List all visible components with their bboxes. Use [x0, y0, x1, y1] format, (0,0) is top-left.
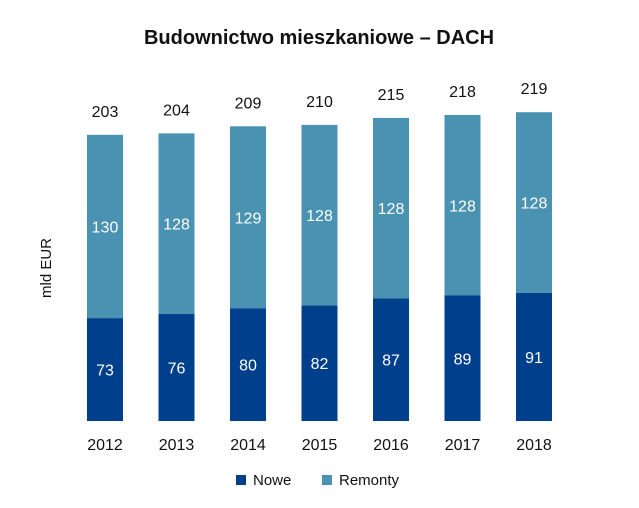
- total-label-2017: 218: [449, 84, 476, 101]
- total-label-2013: 204: [163, 102, 190, 119]
- bar-remonty-2014: [230, 126, 266, 309]
- bar-remonty-2017: [444, 115, 481, 296]
- data-label-nowe-2017: 89: [454, 351, 472, 368]
- bar-nowe-2017: [444, 295, 481, 421]
- data-label-remonty-2016: 128: [378, 201, 405, 218]
- x-tick-2012: 2012: [87, 437, 123, 454]
- total-label-2016: 215: [378, 87, 405, 104]
- bar-nowe-2018: [516, 292, 552, 421]
- data-label-remonty-2013: 128: [163, 217, 190, 234]
- x-tick-2017: 2017: [445, 437, 481, 454]
- total-label-2012: 203: [92, 104, 119, 121]
- bar-remonty-2012: [87, 134, 123, 319]
- data-label-remonty-2018: 128: [521, 195, 548, 212]
- data-label-remonty-2014: 129: [235, 210, 262, 227]
- bar-nowe-2015: [301, 305, 338, 421]
- bar-nowe-2014: [230, 308, 266, 421]
- data-label-nowe-2018: 91: [525, 350, 543, 367]
- legend: Nowe Remonty: [236, 472, 400, 489]
- x-tick-2013: 2013: [159, 437, 195, 454]
- bar-nowe-2012: [87, 318, 123, 421]
- data-label-nowe-2013: 76: [168, 360, 186, 377]
- data-label-remonty-2017: 128: [449, 198, 476, 215]
- legend-label-remonty: Remonty: [339, 472, 400, 489]
- bar-nowe-2016: [373, 298, 409, 421]
- x-tick-2018: 2018: [516, 437, 552, 454]
- data-label-nowe-2015: 82: [311, 356, 329, 373]
- bar-nowe-2013: [158, 313, 195, 421]
- y-axis-label: mld EUR: [38, 238, 55, 298]
- data-label-remonty-2012: 130: [92, 219, 119, 236]
- bar-remonty-2015: [301, 124, 338, 306]
- chart-title: Budownictwo mieszkaniowe – DACH: [144, 27, 494, 49]
- x-tick-2014: 2014: [230, 437, 266, 454]
- total-label-2014: 209: [235, 95, 262, 112]
- total-label-2018: 219: [521, 81, 548, 98]
- data-label-nowe-2016: 87: [382, 353, 400, 370]
- legend-swatch-remonty: [322, 475, 332, 485]
- x-tick-2016: 2016: [373, 437, 409, 454]
- legend-label-nowe: Nowe: [253, 472, 291, 489]
- data-label-remonty-2015: 128: [306, 208, 333, 225]
- bar-remonty-2013: [158, 133, 195, 314]
- bars-layer: [87, 112, 552, 421]
- legend-swatch-nowe: [236, 475, 246, 485]
- total-label-2015: 210: [306, 94, 333, 111]
- x-tick-2015: 2015: [302, 437, 338, 454]
- labels-layer: 73 130 203 76 128 204 80 129 209 82 128 210 87 128 215…: [92, 81, 548, 379]
- data-label-nowe-2014: 80: [239, 358, 257, 375]
- x-axis-ticks: 2012 2013 2014 2015 2016 2017 2018: [87, 437, 552, 454]
- bar-remonty-2018: [516, 112, 552, 293]
- data-label-nowe-2012: 73: [96, 363, 114, 380]
- bar-remonty-2016: [373, 117, 409, 299]
